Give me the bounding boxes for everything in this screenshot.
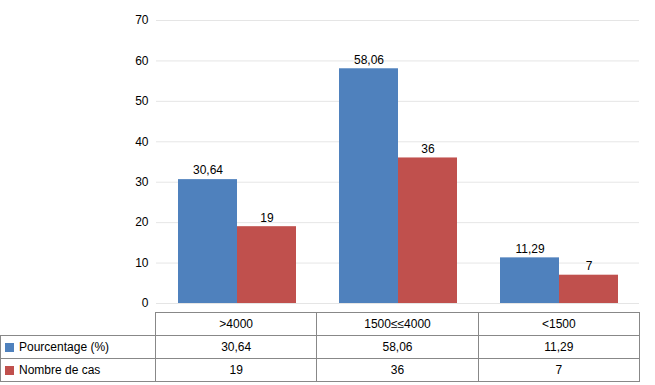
svg-text:30,64: 30,64 bbox=[193, 163, 223, 177]
svg-text:7: 7 bbox=[586, 259, 593, 273]
svg-text:20: 20 bbox=[135, 215, 149, 229]
html-text:<1500: <1500 bbox=[542, 317, 576, 331]
html-text:36: 36 bbox=[390, 363, 405, 377]
svg-text:40: 40 bbox=[135, 135, 149, 149]
html-text:7: 7 bbox=[555, 363, 563, 377]
svg-text:70: 70 bbox=[135, 13, 149, 27]
html-text:>4000: >4000 bbox=[219, 317, 253, 331]
svg-text:58,06: 58,06 bbox=[354, 53, 384, 67]
html-text:58,06: 58,06 bbox=[382, 340, 413, 354]
html-text:Pourcentage (%): Pourcentage (%) bbox=[19, 340, 109, 354]
html-text:11,29: 11,29 bbox=[544, 340, 574, 354]
html-text:19: 19 bbox=[229, 363, 243, 377]
svg-text:11,29: 11,29 bbox=[515, 242, 544, 256]
svg-text:10: 10 bbox=[135, 256, 149, 270]
svg-text:0: 0 bbox=[142, 296, 149, 310]
svg-text:50: 50 bbox=[135, 94, 149, 108]
html-text:30,64: 30,64 bbox=[221, 340, 252, 354]
svg-text:19: 19 bbox=[260, 211, 274, 225]
svg-text:30: 30 bbox=[135, 175, 149, 189]
html-text:Nombre de cas: Nombre de cas bbox=[19, 363, 101, 377]
svg-text:36: 36 bbox=[421, 142, 435, 156]
svg-text:60: 60 bbox=[135, 54, 149, 68]
html-text:1500≤≤4000: 1500≤≤4000 bbox=[364, 317, 431, 331]
